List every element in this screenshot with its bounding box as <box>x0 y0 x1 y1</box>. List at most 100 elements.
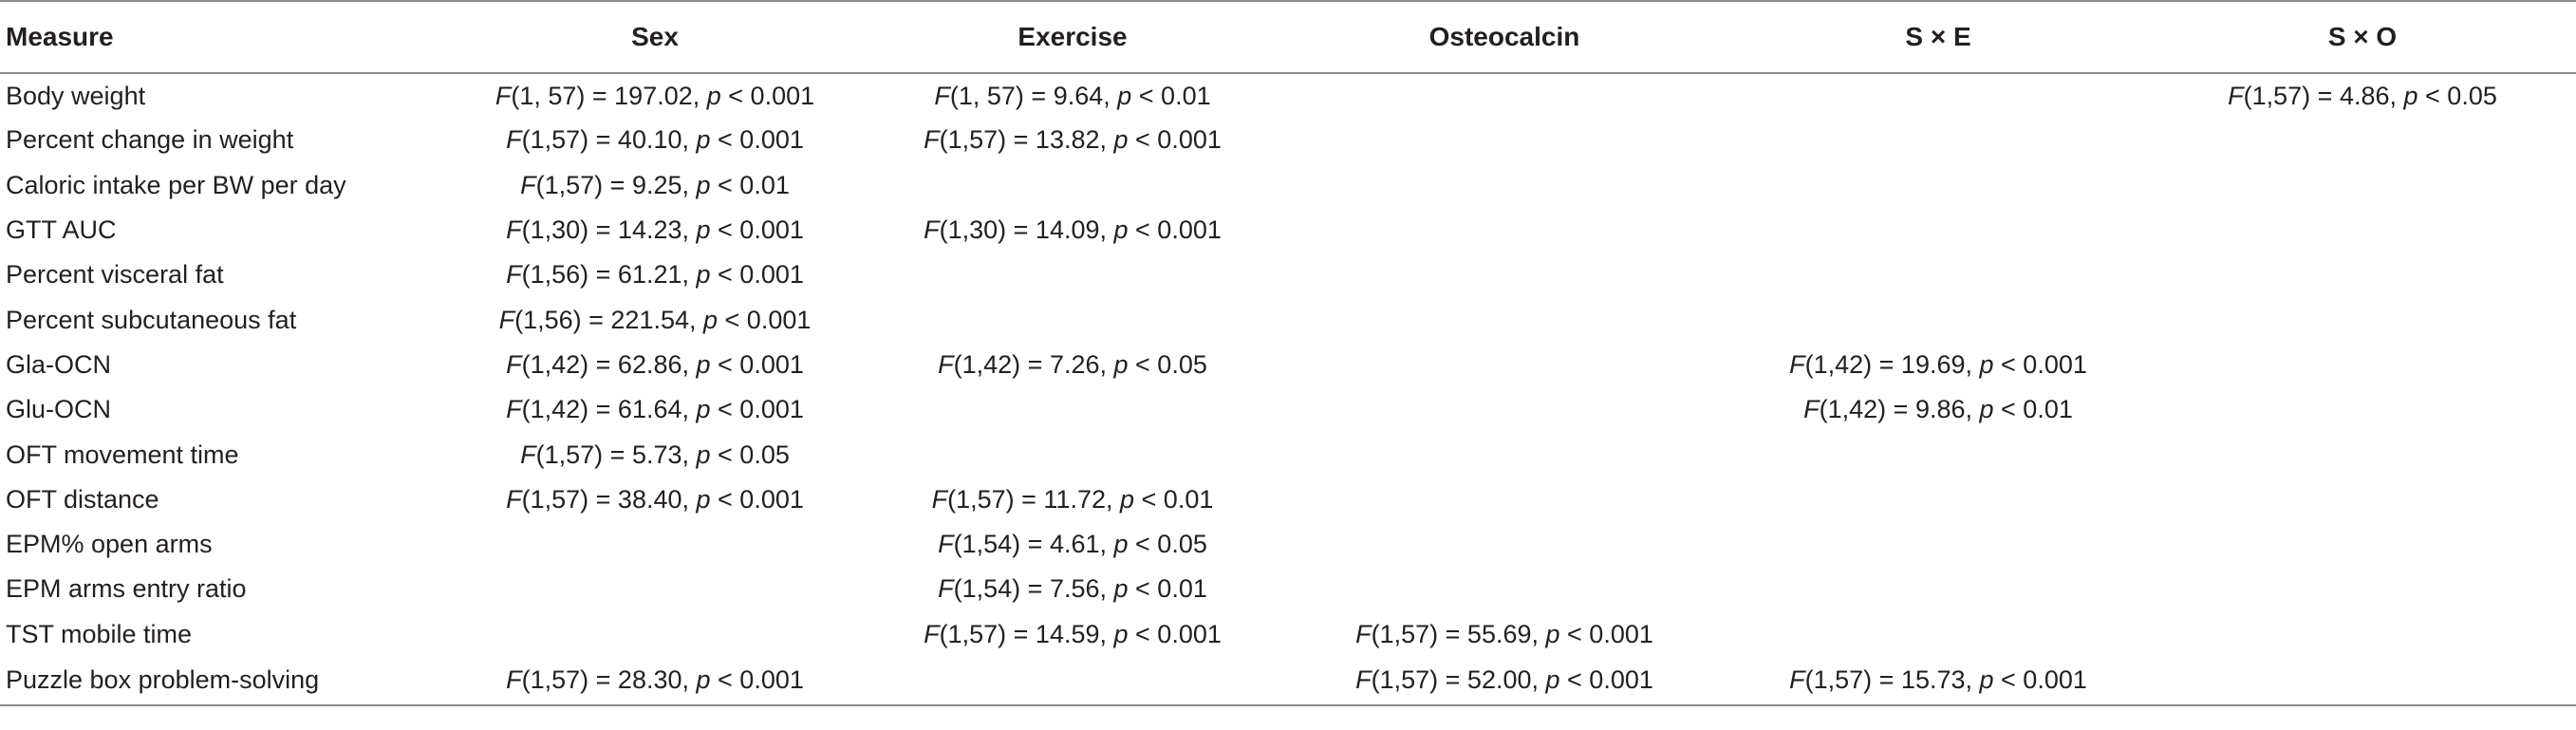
stat-symbol-f: F <box>938 349 954 379</box>
cell-sex-x-exercise <box>1727 208 2149 253</box>
cell-exercise <box>864 387 1281 432</box>
stat-symbol-p: p <box>696 349 711 379</box>
cell-sex <box>446 567 864 611</box>
stat-symbol-p: p <box>696 170 711 199</box>
table-row: OFT distance F(1,57) = 38.40, p < 0.001 F(… <box>0 477 2576 522</box>
stat-symbol-p: p <box>706 81 721 110</box>
stat-value: (1,54) = 7.56, <box>953 574 1114 604</box>
cell-sex-x-osteocalcin <box>2149 118 2576 162</box>
stat-symbol-f: F <box>506 484 522 514</box>
stat-threshold: < 0.001 <box>718 305 812 334</box>
stat-threshold: < 0.001 <box>1128 215 1222 245</box>
cell-sex-x-exercise <box>1727 73 2149 118</box>
stat-symbol-p: p <box>703 305 719 334</box>
cell-measure: Caloric intake per BW per day <box>6 170 346 199</box>
header-sex: Sex <box>446 0 864 74</box>
header-exercise: Exercise <box>864 0 1281 74</box>
stat-value: (1,57) = 28.30, <box>521 665 697 695</box>
cell-sex-x-exercise <box>1727 522 2149 567</box>
stat-symbol-f: F <box>506 125 522 155</box>
stat-value: (1,54) = 4.61, <box>953 530 1114 559</box>
cell-sex-x-osteocalcin <box>2149 477 2576 522</box>
cell-osteocalcin <box>1281 118 1727 162</box>
cell-exercise <box>864 432 1281 477</box>
cell-exercise: F(1,30) = 14.09, p < 0.001 <box>864 208 1281 253</box>
stat-threshold: < 0.001 <box>1128 125 1222 155</box>
stat-value: (1,57) = 13.82, <box>939 125 1114 155</box>
stat-value: (1,57) = 55.69, <box>1371 619 1546 648</box>
cell-osteocalcin <box>1281 567 1727 611</box>
stat-symbol-p: p <box>1545 665 1560 695</box>
stat-symbol-p: p <box>1113 215 1129 245</box>
stat-symbol-p: p <box>1545 619 1560 648</box>
stat-symbol-p: p <box>696 215 711 245</box>
cell-sex: F(1,57) = 40.10, p < 0.001 <box>446 118 864 162</box>
stat-symbol-p: p <box>1979 665 1994 695</box>
stat-symbol-p: p <box>1979 395 1994 424</box>
stat-value: (1,42) = 62.86, <box>521 349 697 379</box>
stat-threshold: < 0.001 <box>1993 665 2087 695</box>
stat-threshold: < 0.01 <box>710 170 790 199</box>
stat-value: (1,57) = 5.73, <box>535 440 697 469</box>
stat-symbol-p: p <box>1117 81 1132 110</box>
table-row: EPM% open arms F(1,54) = 4.61, p < 0.05 <box>0 522 2576 567</box>
stat-value: (1, 57) = 9.64, <box>949 81 1118 110</box>
cell-measure: OFT movement time <box>6 440 239 469</box>
cell-measure: Glu-OCN <box>6 395 112 424</box>
table-body: Body weight F(1, 57) = 197.02, p < 0.001 F… <box>0 73 2576 706</box>
cell-measure: EPM% open arms <box>6 530 213 559</box>
stat-value: (1,57) = 4.86, <box>2243 81 2404 110</box>
stat-value: (1,30) = 14.09, <box>939 215 1114 245</box>
cell-exercise: F(1,57) = 11.72, p < 0.01 <box>864 477 1281 522</box>
stat-symbol-p: p <box>696 125 711 155</box>
stat-value: (1,42) = 19.69, <box>1804 349 1980 379</box>
cell-sex-x-exercise <box>1727 612 2149 657</box>
stat-threshold: < 0.001 <box>710 260 804 290</box>
cell-sex: F(1,56) = 61.21, p < 0.001 <box>446 253 864 297</box>
header-sex-x-osteocalcin: S × O <box>2149 0 2576 74</box>
cell-sex-x-exercise: F(1,42) = 19.69, p < 0.001 <box>1727 343 2149 387</box>
stat-symbol-f: F <box>924 125 940 155</box>
cell-measure: TST mobile time <box>6 619 193 648</box>
stat-symbol-f: F <box>931 484 948 514</box>
stat-threshold: < 0.001 <box>710 395 804 424</box>
stat-symbol-f: F <box>506 260 522 290</box>
cell-sex-x-exercise: F(1,57) = 15.73, p < 0.001 <box>1727 656 2149 706</box>
cell-exercise <box>864 656 1281 706</box>
header-measure: Measure <box>0 0 446 74</box>
cell-exercise: F(1,54) = 4.61, p < 0.05 <box>864 522 1281 567</box>
stat-symbol-p: p <box>696 395 711 424</box>
cell-sex: F(1, 57) = 197.02, p < 0.001 <box>446 73 864 118</box>
stat-symbol-f: F <box>2228 81 2244 110</box>
stat-symbol-f: F <box>1803 395 1820 424</box>
cell-sex-x-osteocalcin <box>2149 432 2576 477</box>
cell-sex-x-osteocalcin <box>2149 387 2576 432</box>
cell-sex-x-osteocalcin <box>2149 656 2576 706</box>
cell-measure: Percent change in weight <box>6 125 294 155</box>
cell-sex-x-exercise <box>1727 253 2149 297</box>
stat-symbol-f: F <box>498 305 515 334</box>
cell-osteocalcin <box>1281 297 1727 342</box>
header-row: Measure Sex Exercise Osteocalcin S × E S… <box>0 0 2576 74</box>
cell-osteocalcin <box>1281 522 1727 567</box>
table-row: GTT AUC F(1,30) = 14.23, p < 0.001 F(1,30)… <box>0 208 2576 253</box>
cell-sex-x-exercise <box>1727 163 2149 208</box>
stat-symbol-f: F <box>506 349 522 379</box>
table-row: Percent subcutaneous fat F(1,56) = 221.54… <box>0 297 2576 342</box>
cell-sex-x-osteocalcin <box>2149 522 2576 567</box>
stat-symbol-f: F <box>520 440 536 469</box>
stat-threshold: < 0.001 <box>1559 619 1653 648</box>
stat-threshold: < 0.05 <box>710 440 790 469</box>
cell-sex-x-exercise <box>1727 118 2149 162</box>
cell-sex-x-osteocalcin <box>2149 567 2576 611</box>
cell-sex-x-exercise <box>1727 297 2149 342</box>
cell-osteocalcin <box>1281 343 1727 387</box>
cell-sex: F(1,42) = 61.64, p < 0.001 <box>446 387 864 432</box>
cell-exercise: F(1,54) = 7.56, p < 0.01 <box>864 567 1281 611</box>
header-sex-x-exercise: S × E <box>1727 0 2149 74</box>
stat-symbol-p: p <box>1113 530 1129 559</box>
cell-sex: F(1,30) = 14.23, p < 0.001 <box>446 208 864 253</box>
stat-value: (1,57) = 38.40, <box>521 484 697 514</box>
stat-symbol-p: p <box>1120 484 1135 514</box>
